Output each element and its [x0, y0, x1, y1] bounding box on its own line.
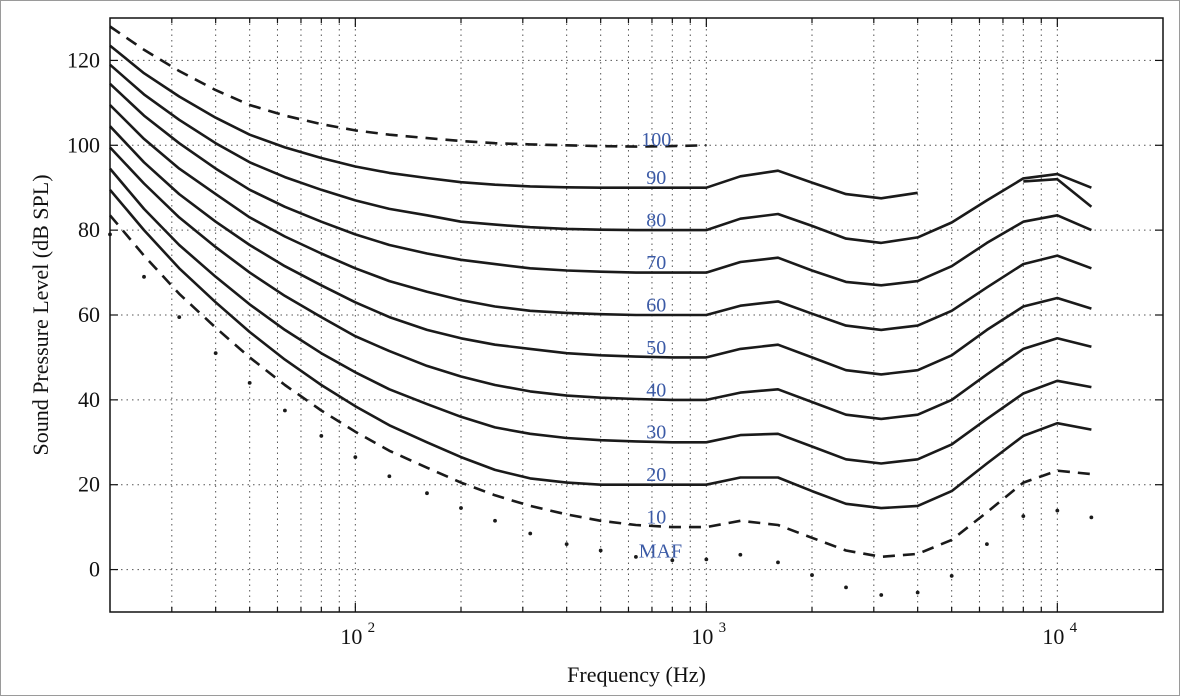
y-tick-label: 80	[78, 217, 100, 242]
maf-point	[459, 506, 463, 510]
curve-label-70: 70	[646, 252, 666, 274]
x-tick-label: 10	[691, 624, 713, 649]
curve-100	[109, 25, 707, 148]
maf-point	[915, 590, 920, 595]
y-tick-label: 0	[89, 557, 100, 582]
curve-label-60: 60	[646, 294, 666, 316]
maf-point	[142, 274, 146, 279]
maf-point	[949, 574, 954, 578]
curve-90	[109, 44, 918, 200]
maf-point	[1055, 508, 1060, 513]
curve-30	[109, 167, 1092, 465]
curve-label-10: 10	[646, 507, 666, 529]
curve-10	[109, 214, 1092, 559]
x-tick-exponent: 4	[1070, 620, 1078, 636]
axis-ticks: 0 20 40 60 80 100 120 10 2 10 3 10 4	[67, 18, 1163, 649]
curve-80	[109, 63, 1092, 245]
curve-50	[109, 125, 1092, 376]
maf-point	[387, 474, 392, 479]
curve-90	[1023, 177, 1093, 208]
curve-label-50: 50	[646, 337, 666, 359]
maf-point	[738, 552, 743, 557]
maf-point	[844, 585, 848, 590]
x-tick-exponent: 2	[368, 620, 376, 636]
maf-point	[985, 542, 989, 547]
x-axis-label: Frequency (Hz)	[567, 662, 706, 687]
maf-point	[776, 560, 780, 565]
maf-point	[1021, 514, 1026, 519]
maf-point	[879, 593, 884, 597]
curve-label-80: 80	[646, 210, 666, 232]
x-tick-label: 10	[340, 624, 362, 649]
x-tick-label: 10	[1042, 624, 1064, 649]
y-tick-label: 60	[78, 302, 100, 327]
curve-60	[109, 104, 1092, 332]
curve-label-100: 100	[641, 129, 671, 151]
maf-point	[564, 542, 569, 547]
maf-point	[493, 518, 497, 523]
grid-lines	[110, 18, 1163, 612]
y-tick-label: 100	[67, 132, 100, 157]
maf-point	[598, 548, 603, 553]
curve-label-maf: MAF	[639, 540, 682, 562]
y-tick-label: 120	[67, 47, 100, 72]
curve-label-20: 20	[646, 464, 666, 486]
curve-label-90: 90	[646, 167, 666, 189]
maf-point	[247, 380, 252, 385]
maf-point	[319, 434, 324, 438]
curve-40	[109, 146, 1092, 421]
maf-point	[283, 408, 287, 413]
maf-point	[353, 455, 358, 460]
curve-labels: 100 90 80 70 60 50 40 30 20 10 MAF	[639, 129, 682, 563]
maf-point	[528, 531, 533, 536]
maf-point	[634, 554, 638, 559]
curve-70	[109, 82, 1092, 287]
y-tick-label: 20	[78, 472, 100, 497]
maf-point	[177, 315, 182, 320]
y-tick-label: 40	[78, 387, 100, 412]
maf-point	[810, 573, 814, 577]
maf-point	[213, 351, 218, 356]
y-axis-label: Sound Pressure Level (dB SPL)	[28, 174, 53, 455]
curve-label-30: 30	[646, 422, 666, 444]
curves-group	[108, 25, 1094, 597]
x-tick-exponent: 3	[719, 620, 727, 636]
maf-point	[1089, 515, 1094, 520]
curve-label-40: 40	[646, 379, 666, 401]
maf-point	[670, 558, 675, 563]
curve-20	[109, 188, 1092, 510]
maf-point	[425, 491, 429, 496]
maf-point	[704, 557, 709, 562]
